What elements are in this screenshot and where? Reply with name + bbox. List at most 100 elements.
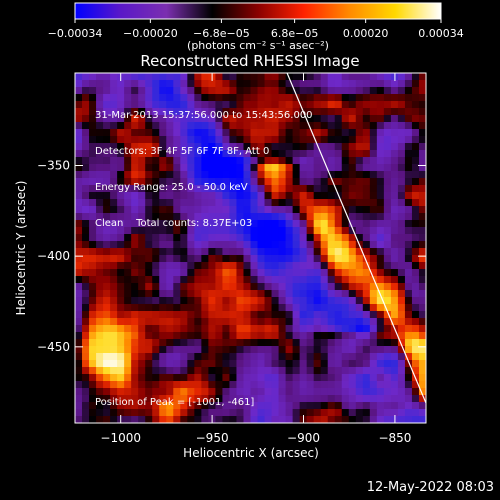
heatmap-cell <box>369 318 378 326</box>
heatmap-cell <box>110 339 118 347</box>
heatmap-cell <box>285 255 294 263</box>
heatmap-cell <box>82 269 90 277</box>
heatmap-cell <box>292 101 301 109</box>
heatmap-cell <box>278 346 286 354</box>
heatmap-cell <box>166 171 174 179</box>
heatmap-cell <box>383 416 392 424</box>
heatmap-cell <box>341 164 350 172</box>
heatmap-cell <box>418 248 427 256</box>
heatmap-cell <box>292 374 301 382</box>
heatmap-cell <box>201 318 209 326</box>
heatmap-cell <box>355 185 364 193</box>
heatmap-cell <box>229 276 237 284</box>
heatmap-cell <box>187 87 195 95</box>
heatmap-cell <box>418 325 427 333</box>
heatmap-cell <box>236 311 244 319</box>
heatmap-cell <box>96 318 104 326</box>
heatmap-cell <box>166 150 174 158</box>
heatmap-cell <box>75 304 83 312</box>
heatmap-cell <box>376 416 385 424</box>
heatmap-cell <box>285 388 294 396</box>
heatmap-cell <box>208 101 216 109</box>
heatmap-cell <box>355 353 364 361</box>
heatmap-cell <box>159 339 167 347</box>
heatmap-cell <box>117 129 125 137</box>
heatmap-cell <box>418 339 427 347</box>
heatmap-cell <box>173 416 181 424</box>
heatmap-cell <box>292 332 301 340</box>
heatmap-cell <box>117 164 125 172</box>
heatmap-cell <box>264 206 272 214</box>
heatmap-cell <box>418 108 427 116</box>
heatmap-cell <box>348 297 357 305</box>
heatmap-cell <box>376 94 385 102</box>
heatmap-cell <box>222 178 230 186</box>
heatmap-cell <box>271 402 279 410</box>
heatmap-cell <box>117 311 125 319</box>
heatmap-cell <box>320 220 329 228</box>
heatmap-cell <box>411 255 420 263</box>
heatmap-cell <box>299 290 308 298</box>
heatmap-cell <box>299 115 308 123</box>
heatmap-cell <box>355 87 364 95</box>
heatmap-cell <box>187 227 195 235</box>
heatmap-cell <box>89 311 97 319</box>
heatmap-cell <box>397 108 406 116</box>
heatmap-cell <box>173 206 181 214</box>
heatmap-cell <box>362 199 371 207</box>
heatmap-cell <box>208 360 216 368</box>
heatmap-cell <box>278 80 286 88</box>
heatmap-cell <box>75 269 83 277</box>
heatmap-cell <box>264 101 272 109</box>
heatmap-cell <box>418 262 427 270</box>
heatmap-cell <box>404 136 413 144</box>
heatmap-cell <box>313 171 322 179</box>
heatmap-cell <box>145 185 153 193</box>
heatmap-cell <box>180 129 188 137</box>
heatmap-cell <box>257 381 265 389</box>
heatmap-cell <box>355 234 364 242</box>
heatmap-cell <box>264 94 272 102</box>
heatmap-cell <box>306 164 315 172</box>
heatmap-cell <box>75 255 83 263</box>
heatmap-cell <box>250 73 258 81</box>
heatmap-cell <box>159 381 167 389</box>
heatmap-cell <box>404 262 413 270</box>
heatmap-cell <box>271 353 279 361</box>
heatmap-cell <box>250 374 258 382</box>
heatmap-cell <box>355 402 364 410</box>
heatmap-cell <box>327 150 336 158</box>
heatmap-cell <box>327 157 336 165</box>
heatmap-cell <box>306 248 315 256</box>
heatmap-cell <box>166 416 174 424</box>
heatmap-cell <box>250 283 258 291</box>
heatmap-cell <box>334 164 343 172</box>
heatmap-cell <box>285 136 294 144</box>
heatmap-cell <box>299 87 308 95</box>
heatmap-cell <box>201 381 209 389</box>
heatmap-cell <box>348 192 357 200</box>
heatmap-cell <box>411 339 420 347</box>
heatmap-cell <box>257 206 265 214</box>
heatmap-cell <box>152 297 160 305</box>
heatmap-cell <box>257 388 265 396</box>
heatmap-cell <box>355 374 364 382</box>
heatmap-cell <box>278 87 286 95</box>
heatmap-cell <box>180 108 188 116</box>
heatmap-cell <box>117 248 125 256</box>
heatmap-cell <box>243 290 251 298</box>
heatmap-cell <box>278 248 286 256</box>
heatmap-cell <box>404 318 413 326</box>
heatmap-cell <box>390 199 399 207</box>
heatmap-cell <box>243 367 251 375</box>
heatmap-cell <box>320 108 329 116</box>
heatmap-cell <box>334 178 343 186</box>
heatmap-cell <box>145 227 153 235</box>
heatmap-cell <box>299 325 308 333</box>
heatmap-cell <box>313 206 322 214</box>
heatmap-cell <box>376 157 385 165</box>
heatmap-cell <box>166 227 174 235</box>
heatmap-cell <box>110 178 118 186</box>
heatmap-cell <box>180 388 188 396</box>
heatmap-cell <box>110 318 118 326</box>
